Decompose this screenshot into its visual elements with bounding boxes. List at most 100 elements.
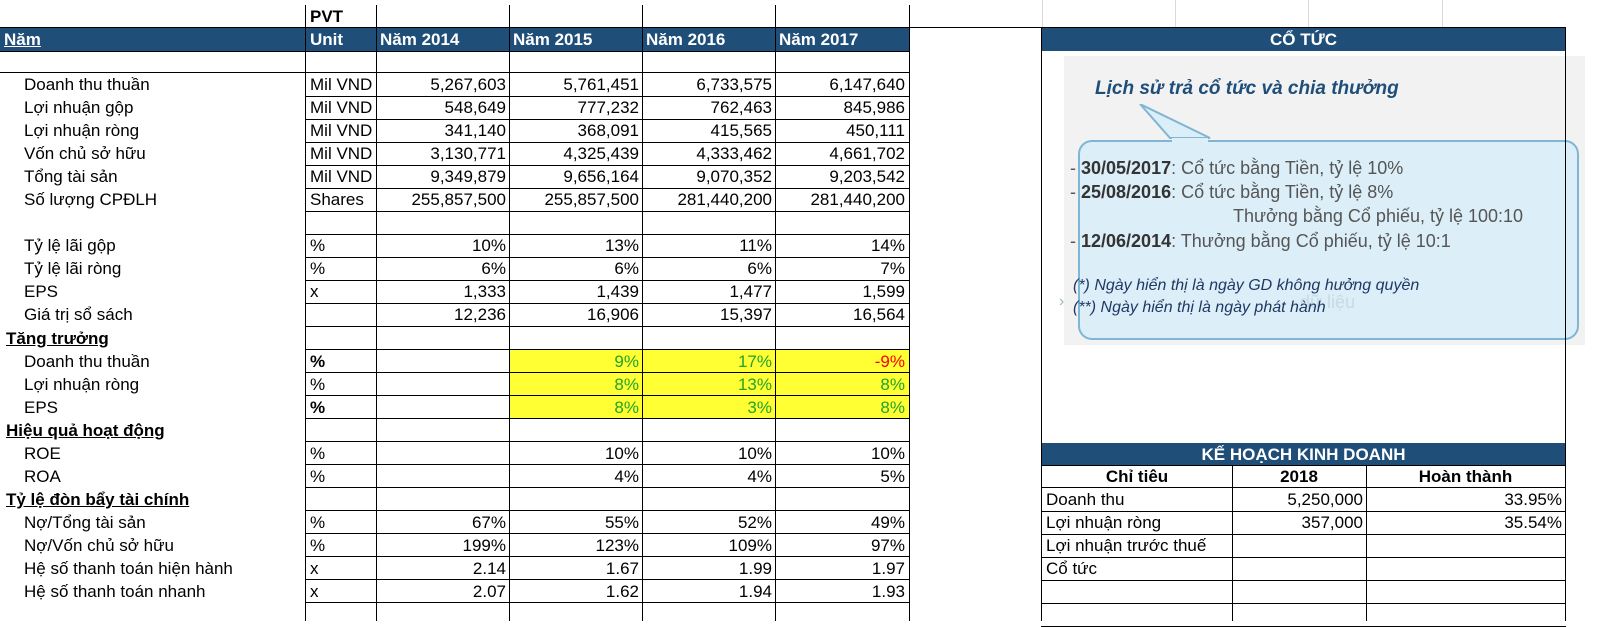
- row-value: 4,661,702: [829, 144, 905, 163]
- row-value: 341,140: [444, 121, 506, 140]
- row-label: EPS: [24, 282, 59, 301]
- row-label: Hệ số thanh toán hiện hành: [24, 559, 233, 578]
- row-value: 10%: [870, 444, 905, 463]
- dividend-header-bar: [1042, 28, 1565, 51]
- row-label: Tỷ lệ lãi ròng: [24, 259, 122, 278]
- row-unit: Mil VND: [310, 98, 373, 117]
- grid-line: [775, 5, 776, 621]
- grid-line: [305, 326, 910, 327]
- bubble-tail: [1139, 104, 1211, 142]
- dividend-date: 30/05/2017: [1081, 158, 1172, 178]
- row-value: 1.62: [605, 582, 639, 601]
- row-value: 13%: [604, 236, 639, 255]
- row-value: 55%: [604, 513, 639, 532]
- dividend-text: : Cổ tức bằng Tiền, tỷ lệ 10%: [1171, 158, 1404, 178]
- row-value: 1.99: [738, 559, 772, 578]
- row-value: 9,349,879: [430, 167, 506, 186]
- row-value: 1.94: [738, 582, 772, 601]
- grid-line: [305, 464, 910, 465]
- grid-line: [1442, 0, 1443, 28]
- row-value: 548,649: [444, 98, 506, 117]
- growth-highlight: [509, 350, 909, 419]
- dividend-item: - 25/08/2016: Cổ tức bằng Tiền, tỷ lệ 8%: [1070, 182, 1394, 202]
- row-value: 1.93: [871, 582, 905, 601]
- dividend-bubble: [1078, 140, 1579, 340]
- row-value: 255,857,500: [544, 190, 639, 209]
- row-value: 1.97: [871, 559, 905, 578]
- row-value: 415,565: [710, 121, 772, 140]
- row-value: 4%: [614, 467, 639, 486]
- row-value: 1,599: [862, 282, 905, 301]
- row-value: 10%: [737, 444, 772, 463]
- header-bar: [0, 28, 910, 51]
- grid-line: [305, 372, 910, 373]
- row-value: 6%: [614, 259, 639, 278]
- row-value: 16,906: [587, 305, 639, 324]
- grid-line: [305, 579, 910, 580]
- row-unit: Mil VND: [310, 121, 373, 140]
- row-value: [376, 465, 509, 488]
- row-label: Tổng tài sản: [24, 167, 118, 186]
- row-value: 6,733,575: [696, 75, 772, 94]
- row-value: 368,091: [577, 121, 639, 140]
- row-unit: Mil VND: [310, 144, 373, 163]
- row-value: 4,325,439: [563, 144, 639, 163]
- row-value: 281,440,200: [810, 190, 905, 209]
- grid-line: [1308, 0, 1309, 28]
- row-value: 4,333,462: [696, 144, 772, 163]
- dividend-text: : Thưởng bằng Cổ phiếu, tỷ lệ 10:1: [1171, 231, 1451, 251]
- dividend-item: Thưởng bằng Cổ phiếu, tỷ lệ 100:10: [1233, 206, 1524, 226]
- unit-header: Unit: [310, 30, 344, 49]
- plan-row-done: 35.54%: [1504, 513, 1562, 532]
- grid-line: [305, 142, 910, 143]
- grid-line: [1041, 511, 1566, 512]
- plan-header-target: Chỉ tiêu: [1105, 467, 1169, 486]
- row-label: Nợ/Vốn chủ sở hữu: [24, 536, 174, 555]
- plan-header-done: Hoàn thành: [1418, 467, 1513, 486]
- grid-line: [305, 257, 910, 258]
- year-2017-header: Năm 2017: [779, 30, 859, 49]
- row-label: Doanh thu thuần: [24, 75, 150, 94]
- row-value: 2.14: [472, 559, 506, 578]
- grid-line: [305, 441, 910, 442]
- row-value: 5,761,451: [563, 75, 639, 94]
- row-unit: %: [310, 536, 326, 555]
- row-value: 10%: [471, 236, 506, 255]
- grid-line: [305, 165, 910, 166]
- dividend-title: CỔ TỨC: [1270, 30, 1337, 49]
- row-label: Số lượng CPĐLH: [24, 190, 158, 209]
- grid-line: [1041, 557, 1566, 558]
- row-value: 5,267,603: [430, 75, 506, 94]
- row-value: -9%: [874, 352, 905, 371]
- row-value: 1,477: [729, 282, 772, 301]
- grid-line: [1041, 487, 1566, 488]
- row-value: [376, 396, 509, 419]
- row-label: Hệ số thanh toán nhanh: [24, 582, 206, 601]
- row-value: 10%: [604, 444, 639, 463]
- row-unit: [306, 303, 376, 326]
- row-value: [376, 442, 509, 465]
- grid-line: [1366, 465, 1367, 621]
- dividend-item: - 30/05/2017: Cổ tức bằng Tiền, tỷ lệ 10…: [1070, 158, 1404, 178]
- grid-line: [305, 349, 910, 350]
- grid-line: [376, 5, 377, 621]
- grid-line: [642, 5, 643, 621]
- grid-line: [305, 119, 910, 120]
- row-unit: Mil VND: [310, 75, 373, 94]
- dividend-date: 12/06/2014: [1081, 231, 1172, 251]
- row-value: 450,111: [846, 121, 905, 140]
- plan-row-label: Doanh thu: [1046, 490, 1125, 509]
- grid-line: [305, 602, 910, 603]
- row-label: EPS: [24, 398, 59, 417]
- grid-line: [305, 533, 910, 534]
- plan-row-label: Cổ tức: [1046, 559, 1098, 578]
- grid-line: [305, 487, 910, 488]
- plan-row-value: [1232, 534, 1366, 557]
- row-value: 3,130,771: [430, 144, 506, 163]
- expand-arrow-icon: ›: [1059, 293, 1065, 310]
- row-value: 6%: [747, 259, 772, 278]
- plan-row-done: [1366, 557, 1565, 580]
- plan-row-value: 357,000: [1301, 513, 1363, 532]
- row-value: 11%: [739, 236, 772, 255]
- row-value: 13%: [737, 375, 772, 394]
